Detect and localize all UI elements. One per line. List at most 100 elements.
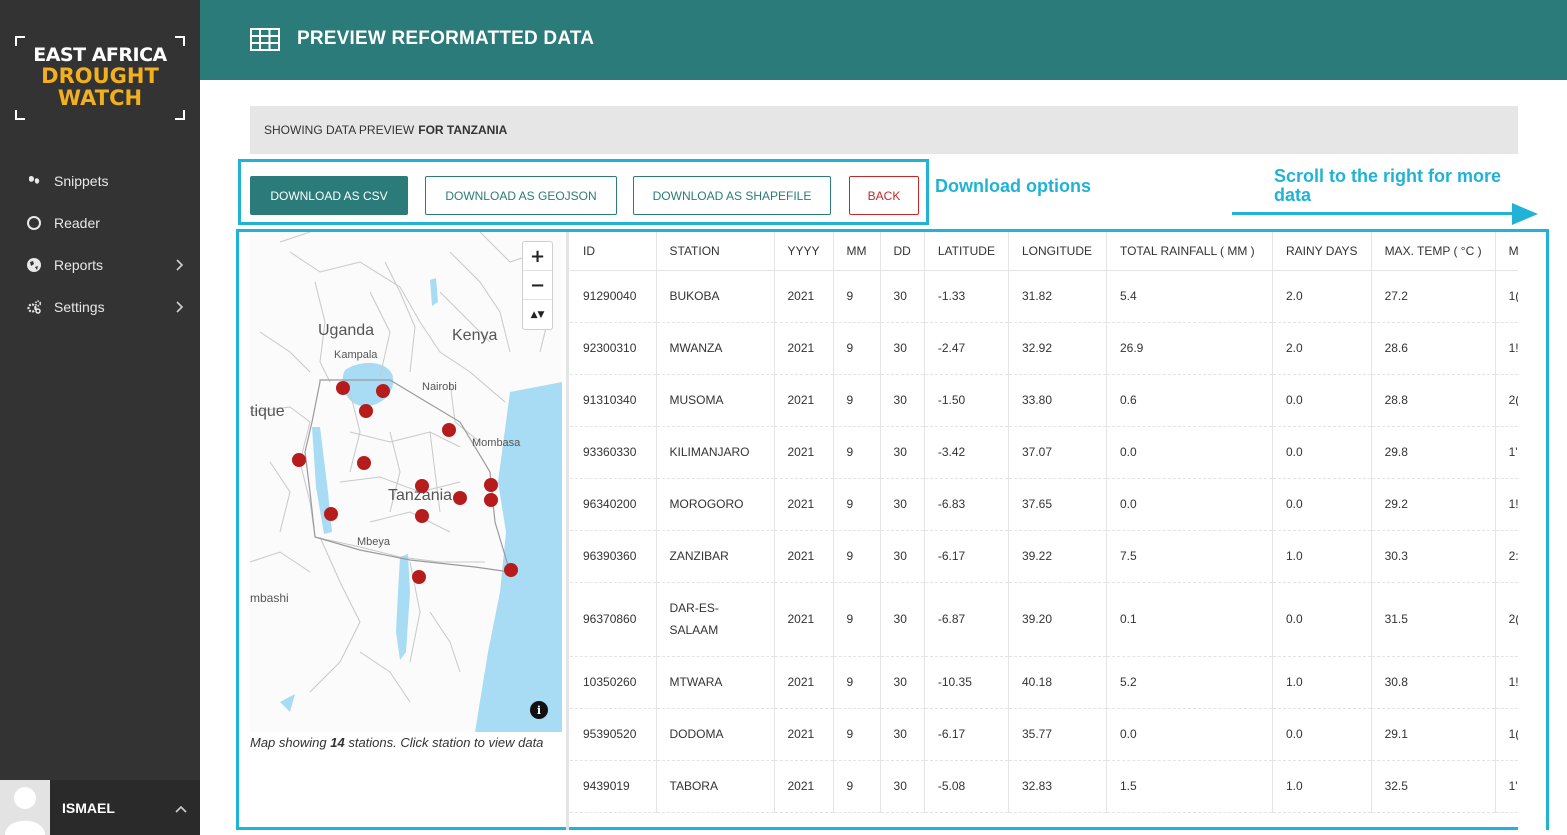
table-cell: 10350260 (570, 656, 657, 709)
table-cell: -3.42 (924, 426, 1009, 479)
table-row[interactable]: 96390360 ZANZIBAR 2021 9 30 -6.17 39.22 7.5 1.0 3… (570, 530, 1518, 583)
station-marker[interactable] (442, 423, 456, 437)
table-cell: 9 (833, 322, 881, 375)
scroll-annotation-line-1: Scroll to the right for more (1274, 166, 1502, 186)
table-cell: 39.22 (1008, 530, 1107, 583)
download-csv-button[interactable]: DOWNLOAD AS CSV (250, 176, 408, 215)
station-marker[interactable] (292, 453, 306, 467)
sidebar-item-settings[interactable]: Settings (0, 286, 200, 328)
sidebar-item-reports[interactable]: Reports (0, 244, 200, 286)
sidebar-item-reader[interactable]: Reader (0, 202, 200, 244)
data-table-container[interactable]: ID STATION YYYY MM DD LATITUDE LONGITUDE… (570, 232, 1518, 830)
station-marker[interactable] (359, 404, 373, 418)
station-marker[interactable] (324, 507, 338, 521)
map-label-mbeya: Mbeya (357, 536, 391, 548)
table-cell: 0.1 (1106, 582, 1273, 657)
table-row[interactable]: 96370860 DAR-ES- SALAAM 2021 9 30 -6.87 39.20 0.… (570, 582, 1518, 657)
sidebar-item-label: Settings (54, 299, 105, 315)
column-header-dd[interactable]: DD (880, 232, 925, 271)
table-cell: 1' (1495, 760, 1518, 813)
station-map[interactable]: Uganda Kenya Kampala Nairobi Mombasa Tan… (250, 232, 562, 732)
table-cell: 1( (1495, 708, 1518, 761)
user-menu[interactable]: ISMAEL (0, 780, 200, 835)
logo-corner (15, 36, 25, 46)
page-title: PREVIEW REFORMATTED DATA (297, 28, 595, 49)
lake-tanganyika (312, 427, 332, 534)
zoom-out-button[interactable]: − (523, 271, 552, 300)
column-header-min-temp[interactable]: M (1495, 232, 1518, 271)
table-cell: 27.2 (1371, 270, 1496, 323)
station-marker[interactable] (357, 456, 371, 470)
table-cell: TABORA (656, 760, 775, 813)
caption-suffix: stations. Click station to view data (348, 735, 544, 750)
logo-corner (15, 110, 25, 120)
station-marker[interactable] (376, 384, 390, 398)
table-cell: BUKOBA (656, 270, 775, 323)
table-cell: -5.08 (924, 760, 1009, 813)
download-geojson-button[interactable]: DOWNLOAD AS GEOJSON (425, 176, 617, 215)
chevron-up-icon (174, 802, 188, 816)
download-shapefile-button[interactable]: DOWNLOAD AS SHAPEFILE (633, 176, 831, 215)
table-cell: -1.33 (924, 270, 1009, 323)
table-cell: 2021 (774, 530, 834, 583)
table-row[interactable]: 10350260 MTWARA 2021 9 30 -10.35 40.18 5.2 1.0 30… (570, 656, 1518, 709)
column-header-id[interactable]: ID (570, 232, 657, 271)
map-label-tanzania: Tanzania (388, 487, 452, 504)
table-cell: -2.47 (924, 322, 1009, 375)
table-cell: 37.07 (1008, 426, 1107, 479)
column-header-mm[interactable]: MM (833, 232, 881, 271)
map-divider (566, 232, 569, 830)
table-row[interactable]: 91290040 BUKOBA 2021 9 30 -1.33 31.82 5.4 2.0 27.… (570, 270, 1518, 323)
table-cell: 96340200 (570, 478, 657, 531)
map-label-mombasa: Mombasa (472, 437, 521, 449)
table-cell: 1.0 (1272, 656, 1372, 709)
logo-line-2: DROUGHT (41, 64, 159, 88)
table-cell: 39.20 (1008, 582, 1107, 657)
table-row[interactable]: 9439019 TABORA 2021 9 30 -5.08 32.83 1.5 1.0 32.5… (570, 760, 1518, 813)
logo[interactable]: EAST AFRICA DROUGHT WATCH (15, 36, 185, 120)
column-header-max-temp[interactable]: MAX. TEMP ( °C ) (1371, 232, 1496, 271)
table-cell: 2.0 (1272, 270, 1372, 323)
back-button[interactable]: BACK (849, 176, 919, 215)
column-header-total-rainfall[interactable]: TOTAL RAINFALL ( MM ) (1106, 232, 1273, 271)
column-header-rainy-days[interactable]: RAINY DAYS (1272, 232, 1372, 271)
table-row[interactable]: 92300310 MWANZA 2021 9 30 -2.47 32.92 26.9 2.0 28… (570, 322, 1518, 375)
station-marker[interactable] (484, 493, 498, 507)
zoom-in-button[interactable]: + (523, 242, 552, 271)
station-marker[interactable] (484, 478, 498, 492)
station-marker[interactable] (412, 570, 426, 584)
table-cell: 1.0 (1272, 760, 1372, 813)
chevron-right-icon (172, 300, 186, 314)
table-cell: 30 (880, 426, 925, 479)
cogs-icon (26, 299, 42, 315)
column-header-station[interactable]: STATION (656, 232, 775, 271)
chevron-right-icon (172, 258, 186, 272)
table-row[interactable]: 95390520 DODOMA 2021 9 30 -6.17 35.77 0.0 0.0 29.… (570, 708, 1518, 761)
table-cell: 1' (1495, 426, 1518, 479)
table-row[interactable]: 91310340 MUSOMA 2021 9 30 -1.50 33.80 0.6 0.0 28.… (570, 374, 1518, 427)
column-header-yyyy[interactable]: YYYY (774, 232, 834, 271)
table-cell: 2.0 (1272, 322, 1372, 375)
table-row[interactable]: 96340200 MOROGORO 2021 9 30 -6.83 37.65 0.0 0.0 2… (570, 478, 1518, 531)
station-marker[interactable] (415, 479, 429, 493)
station-marker[interactable] (336, 381, 350, 395)
scroll-annotation-line-2: data (1274, 185, 1312, 205)
station-marker[interactable] (453, 491, 467, 505)
sidebar-item-snippets[interactable]: Snippets (0, 160, 200, 202)
station-marker[interactable] (504, 563, 518, 577)
sidebar-item-label: Reports (54, 257, 104, 273)
station-marker[interactable] (415, 509, 429, 523)
info-icon[interactable]: i (530, 701, 548, 719)
reset-rotation-button[interactable]: ▲▼ (530, 309, 545, 320)
table-cell: 32.92 (1008, 322, 1107, 375)
table-cell: 2( (1495, 582, 1518, 657)
table-cell: 2021 (774, 270, 834, 323)
table-row[interactable]: 93360330 KILIMANJARO 2021 9 30 -3.42 37.07 0.0 0… (570, 426, 1518, 479)
column-header-longitude[interactable]: LONGITUDE (1008, 232, 1107, 271)
table-cell: 95390520 (570, 708, 657, 761)
table-cell: 30 (880, 478, 925, 531)
column-header-latitude[interactable]: LATITUDE (924, 232, 1009, 271)
info-country: FOR TANZANIA (418, 123, 508, 137)
station-markers[interactable] (292, 381, 518, 584)
